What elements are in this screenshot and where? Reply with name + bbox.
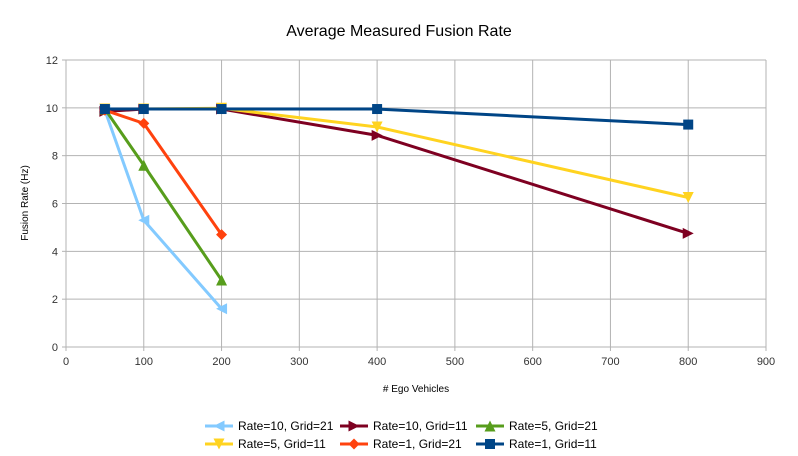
legend-item: Rate=1, Grid=21 (340, 437, 462, 451)
chart-title: Average Measured Fusion Rate (286, 23, 512, 40)
data-point (216, 104, 227, 115)
y-tick-label: 0 (52, 342, 58, 354)
legend-marker (348, 438, 360, 450)
legend-label: Rate=1, Grid=11 (509, 437, 597, 451)
y-axis-label: Fusion Rate (Hz) (20, 165, 31, 241)
series-6 (99, 104, 694, 130)
legend-item: Rate=10, Grid=11 (340, 419, 468, 433)
data-point (216, 274, 228, 286)
x-tick-label: 900 (757, 356, 775, 368)
series-3 (99, 103, 228, 286)
data-point (371, 129, 383, 141)
series-layer (99, 102, 694, 315)
y-tick-label: 12 (46, 55, 58, 67)
data-point (372, 104, 383, 115)
series-5 (99, 104, 228, 241)
series-1 (99, 104, 228, 315)
x-tick-label: 700 (601, 356, 619, 368)
x-axis-label: # Ego Vehicles (383, 384, 449, 395)
legend-marker (348, 420, 360, 432)
x-tick-label: 500 (446, 356, 464, 368)
data-point (682, 192, 694, 204)
legend-marker (213, 420, 225, 432)
y-tick-label: 4 (52, 246, 58, 258)
legend-label: Rate=1, Grid=21 (373, 437, 462, 451)
legend-marker (484, 420, 496, 432)
data-point (371, 121, 383, 133)
x-tick-label: 200 (212, 356, 230, 368)
data-point (682, 227, 694, 239)
series-line (104, 107, 689, 235)
data-point (216, 229, 228, 241)
series-2 (99, 103, 694, 239)
x-tick-label: 300 (290, 356, 308, 368)
data-point (138, 159, 150, 171)
y-tick-label: 8 (52, 151, 58, 163)
legend-label: Rate=10, Grid=21 (238, 419, 334, 433)
axes: 0 2 4 6 8 10 12 0 100 200 300 400 500 600 700 800 900 (46, 55, 775, 368)
x-tick-label: 100 (135, 356, 153, 368)
x-tick-label: 0 (63, 356, 69, 368)
series-line (103, 108, 223, 281)
data-point (99, 104, 110, 115)
series-line (104, 108, 223, 236)
legend-item: Rate=10, Grid=21 (205, 419, 334, 433)
legend-item: Rate=5, Grid=11 (205, 437, 326, 451)
series-line (104, 107, 689, 127)
y-tick-label: 2 (52, 294, 58, 306)
legend-marker (213, 438, 225, 450)
legend-label: Rate=5, Grid=11 (238, 437, 326, 451)
data-point (138, 104, 149, 115)
y-tick-label: 10 (46, 103, 58, 115)
data-point (138, 117, 150, 129)
data-point (138, 214, 150, 226)
y-tick-label: 6 (52, 199, 58, 211)
x-tick-label: 400 (368, 356, 386, 368)
data-point (216, 303, 228, 315)
x-tick-label: 800 (679, 356, 697, 368)
legend-label: Rate=10, Grid=11 (373, 419, 468, 433)
x-tick-label: 600 (523, 356, 541, 368)
legend-item: Rate=5, Grid=21 (476, 419, 598, 433)
legend: Rate=10, Grid=21 Rate=10, Grid=11 Rate=5, … (205, 419, 598, 451)
data-point (683, 119, 694, 130)
legend-item: Rate=1, Grid=11 (476, 437, 597, 451)
legend-marker (485, 439, 495, 449)
legend-label: Rate=5, Grid=21 (509, 419, 598, 433)
